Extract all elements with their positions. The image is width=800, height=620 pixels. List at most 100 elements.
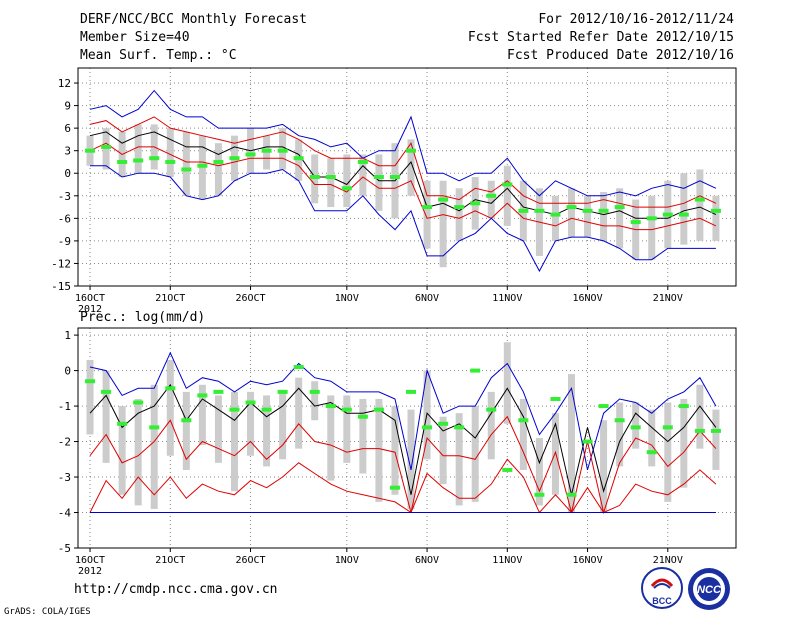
temp-green-mark [550,212,561,217]
precip-green-mark [486,407,497,412]
temp-ytick-label: 6 [64,122,71,135]
temp-series-red-lower [89,142,717,231]
precip-range-bar [455,413,463,506]
temp-green-mark [630,220,641,225]
precip-range-bar [584,477,592,479]
precip-green-mark [229,407,240,412]
temp-range-bar [712,195,720,241]
temp-range-bar [423,180,431,249]
precip-green-mark [582,439,593,444]
precip-range-bar [471,406,479,502]
temp-xtick-label: 26OCT [235,293,265,304]
temp-plot-frame [77,67,737,287]
ncc-logo-text: NCC [697,584,722,596]
precip-green-mark [197,393,208,398]
precip-green-mark [325,404,336,409]
precip-series-red-lower [89,458,717,514]
precip-series-black-mean [89,383,717,495]
precip-green-mark [678,404,689,409]
temp-green-mark [454,205,465,210]
precip-green-mark [694,428,705,433]
temp-range-bar [166,128,174,177]
temp-range-bar [616,188,624,249]
precip-range-bar [568,374,575,513]
precip-green-mark [293,365,304,370]
precip-range-bar [664,402,672,502]
temp-green-mark [325,175,336,179]
chart-title: DERF/NCC/BCC Monthly Forecast [80,12,307,27]
precip-green-mark [85,379,96,384]
precip-range-bar [150,384,158,509]
precip-range-bar [439,416,447,485]
temp-green-mark [438,197,449,202]
temp-green-mark [293,156,304,161]
precip-ytick-label: -1 [58,400,71,413]
temp-green-mark [614,205,625,210]
temp-range-bar [439,180,447,268]
temp-green-mark [582,208,593,213]
precip-range-bar [311,381,319,421]
temp-ytick-label: 0 [64,167,71,180]
precip-range-bar [230,391,238,492]
precip-green-mark [373,407,384,412]
temp-green-mark [470,201,481,206]
precip-xtick-label: 16NOV [572,555,602,566]
temp-series-black-mean [89,131,717,219]
temp-range-bar [568,188,575,238]
variable-label: Mean Surf. Temp.: °C [80,48,237,63]
temp-green-mark [406,148,417,153]
precip-green-mark [101,389,112,394]
temp-range-bar [375,154,383,211]
precip-range-bar [503,342,511,424]
precip-ytick-label: -4 [58,507,72,520]
temp-green-mark [694,197,705,202]
temp-green-mark [117,159,128,164]
precip-green-mark [181,418,192,423]
temp-xtick-label: 6NOV [415,293,439,304]
temp-range-bar [455,188,463,241]
precip-range-bar [712,409,720,470]
temp-ytick-label: 3 [64,145,71,158]
precip-range-bar [535,438,543,506]
temp-ytick-label: -3 [58,190,71,203]
precip-xtick-label: 21NOV [653,555,683,566]
precip-range-bar [279,391,287,460]
temp-range-bar [343,154,351,208]
precip-green-mark [470,368,481,373]
temp-green-mark [662,212,673,217]
precip-plot-frame [77,327,737,549]
temp-green-mark [149,156,160,161]
precip-range-bar [247,391,255,456]
precip-green-mark [518,418,529,423]
temp-range-bar [407,139,415,196]
temp-xtick-label: 1NOV [335,293,359,304]
precip-year-label: 2012 [78,566,102,577]
temp-range-bar [359,154,367,196]
temp-range-bar [214,143,222,196]
temp-series-blue-lower [90,165,716,273]
precip-range-bar [696,384,704,449]
temp-ytick-label: -12 [51,257,71,270]
precip-range-bar [182,391,190,470]
temp-green-mark [229,156,240,161]
precip-ytick-label: -5 [58,542,71,555]
precip-xtick-label: 26OCT [235,555,265,566]
temp-green-mark [486,193,497,198]
precip-green-mark [389,485,400,490]
temp-range-bar [327,158,335,208]
precip-range-bar [198,384,206,446]
temp-range-bar [134,124,142,174]
precip-range-bar [214,395,222,463]
bcc-logo-text: BCC [652,596,672,606]
refer-date: Fcst Started Refer Date 2012/10/15 [467,30,734,45]
temp-ytick-label: 12 [58,77,71,90]
temp-xtick-label: 16OCT [75,293,105,304]
precip-range-bar [680,398,688,488]
precip-range-bar [600,420,608,513]
temp-green-mark [422,205,433,210]
temp-green-mark [566,205,577,210]
precip-series-red-upper [89,415,717,515]
precip-green-mark [438,421,449,426]
source-url[interactable]: http://cmdp.ncc.cma.gov.cn [74,582,278,597]
